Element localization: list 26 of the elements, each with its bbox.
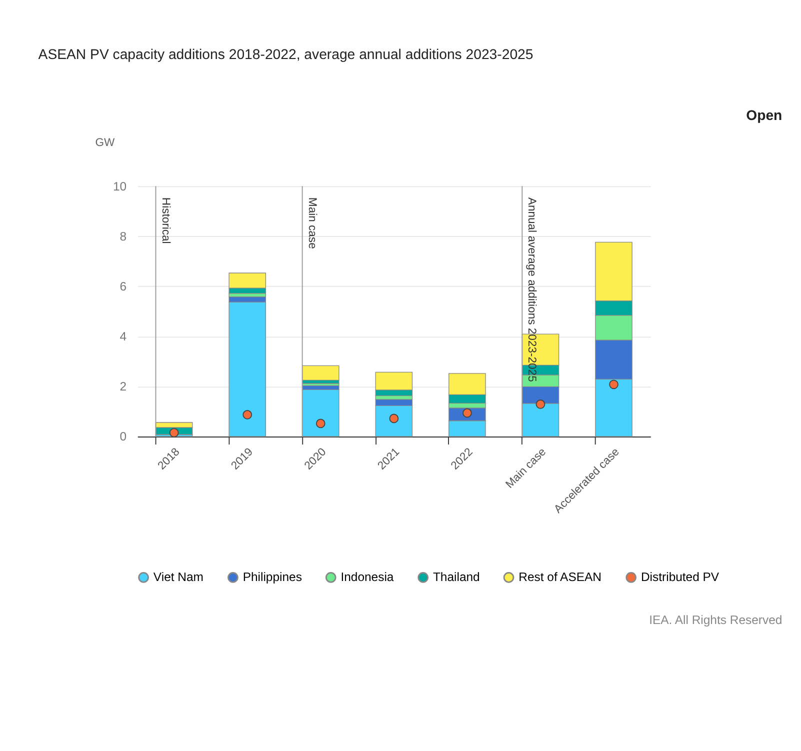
point [242, 410, 252, 420]
point [169, 428, 179, 438]
y-axis-title: GW [95, 137, 116, 150]
y-tick-label: 2 [120, 380, 127, 394]
point [609, 380, 618, 390]
legend-label: Distributed PV [640, 570, 720, 584]
ref-line-label: Main case [306, 197, 318, 249]
chart-title: ASEAN PV capacity additions 2018-2022, average annual additions 2023-2025 [38, 46, 534, 62]
y-tick-label: 6 [120, 280, 127, 294]
legend-label: Rest of ASEAN [518, 570, 602, 584]
ref-line-label: Annual average additions 2023-2025 [526, 197, 538, 382]
point [316, 418, 326, 428]
ref-line-label: Historical [159, 197, 172, 244]
legend-label: Thailand [432, 570, 480, 584]
y-tick-label: 0 [120, 430, 127, 444]
y-tick-label: 8 [120, 229, 127, 244]
legend-label: Philippines [242, 570, 302, 584]
text: IEA. All Rights Reserved [649, 612, 782, 627]
legend-label: Indonesia [340, 570, 394, 584]
y-tick-label: 4 [120, 330, 127, 344]
text: Open [746, 107, 782, 124]
y-tick-label: 10 [113, 179, 127, 194]
legend-label: Viet Nam [153, 570, 204, 584]
point [536, 400, 546, 409]
bar [302, 365, 340, 381]
bar [302, 389, 340, 437]
